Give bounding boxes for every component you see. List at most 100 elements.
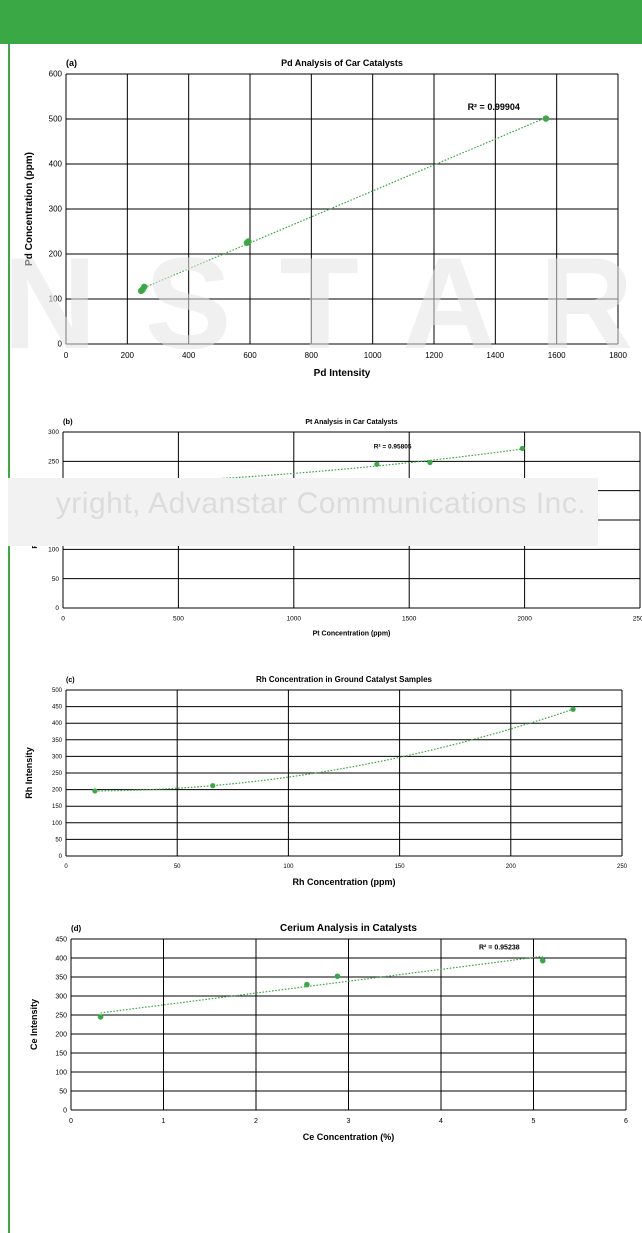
chart-rh-concentration: (c) Rh Concentration in Ground Catalyst S… xyxy=(24,675,628,887)
x-tick-label: 1400 xyxy=(486,351,504,360)
data-point xyxy=(210,783,216,789)
x-axis-label: Ce Concentration (%) xyxy=(303,1132,395,1142)
chart-pd-analysis: (a) Pd Analysis of Car Catalysts 0 200 400 60… xyxy=(24,58,627,379)
data-point xyxy=(334,973,341,980)
x-tick-label: 1 xyxy=(162,1118,166,1125)
panel-label: (d) xyxy=(71,924,82,933)
x-tick-label: 0 xyxy=(61,616,65,623)
x-tick-label: 1000 xyxy=(287,616,302,623)
data-point xyxy=(374,461,380,467)
y-tick-label: 400 xyxy=(49,160,63,169)
y-tick-label: 250 xyxy=(48,459,59,466)
x-axis-label: Pt Concentration (ppm) xyxy=(313,631,391,638)
data-point xyxy=(141,283,148,291)
y-tick-label: 0 xyxy=(59,854,63,860)
y-axis-label: Pd Concentration (ppm) xyxy=(24,152,35,266)
y-tick-label: 0 xyxy=(63,1107,67,1114)
x-tick-label: 4 xyxy=(439,1118,443,1125)
y-tick-label: 500 xyxy=(49,115,63,124)
chart-cerium-analysis: (d) Cerium Analysis in Catalysts 0 1 2 3 4 5 6 0 5… xyxy=(29,923,628,1142)
y-tick-label: 300 xyxy=(55,993,67,1000)
y-axis-label: Ce Intensity xyxy=(29,999,39,1050)
y-tick-label: 300 xyxy=(48,429,59,436)
y-tick-label: 150 xyxy=(52,804,63,810)
x-tick-label: 1000 xyxy=(364,351,382,360)
data-point xyxy=(519,445,525,452)
x-tick-label: 2 xyxy=(254,1118,258,1125)
y-tick-label: 100 xyxy=(52,821,63,827)
x-axis-label: Rh Concentration (ppm) xyxy=(293,877,396,887)
x-tick-label: 2000 xyxy=(517,616,532,623)
y-axis-label: Rh Intensity xyxy=(24,747,34,799)
data-point xyxy=(427,459,433,466)
x-tick-label: 6 xyxy=(624,1118,628,1125)
x-tick-label: 400 xyxy=(182,351,196,360)
y-tick-label: 450 xyxy=(52,705,63,711)
x-tick-label: 100 xyxy=(283,864,294,870)
y-tick-label: 250 xyxy=(52,771,63,777)
x-tick-label: 3 xyxy=(347,1118,351,1125)
panel-label: (c) xyxy=(66,677,75,684)
y-tick-label: 200 xyxy=(52,788,63,794)
x-tick-label: 200 xyxy=(506,864,517,870)
y-tick-label: 350 xyxy=(52,738,63,744)
trendline xyxy=(100,955,543,1014)
x-tick-label: 0 xyxy=(64,351,69,360)
x-tick-label: 50 xyxy=(174,864,181,870)
chart-title: Rh Concentration in Ground Catalyst Samp… xyxy=(256,675,433,684)
y-tick-label: 450 xyxy=(55,936,67,943)
r-squared-annotation: R² = 0.95805 xyxy=(374,443,412,450)
x-tick-label: 800 xyxy=(305,351,319,360)
header-bar xyxy=(0,0,642,44)
y-tick-label: 500 xyxy=(52,688,63,694)
y-tick-label: 100 xyxy=(49,295,63,304)
y-tick-label: 0 xyxy=(55,605,59,612)
x-tick-label: 0 xyxy=(64,864,68,870)
trendline xyxy=(140,117,547,290)
data-point xyxy=(97,1014,104,1020)
y-tick-label: 600 xyxy=(49,70,63,79)
x-tick-label: 500 xyxy=(173,616,184,623)
r-squared-annotation: R² = 0.99904 xyxy=(468,102,520,112)
data-point xyxy=(245,238,252,245)
y-tick-label: 150 xyxy=(55,1050,67,1057)
x-tick-label: 150 xyxy=(395,864,406,870)
trendline xyxy=(94,708,574,792)
left-accent-rule xyxy=(8,44,10,1233)
x-tick-label: 250 xyxy=(617,864,628,870)
chart-title: Pd Analysis of Car Catalysts xyxy=(281,58,403,68)
chart-title: Pt Analysis in Car Catalysts xyxy=(305,419,397,426)
data-point xyxy=(570,706,576,712)
panel-label: (b) xyxy=(63,417,73,426)
trendline xyxy=(162,448,523,483)
y-tick-label: 200 xyxy=(55,1031,67,1038)
x-tick-label: 1800 xyxy=(609,351,627,360)
y-tick-label: 350 xyxy=(55,974,67,981)
panel-label: (a) xyxy=(66,58,77,68)
y-tick-label: 200 xyxy=(49,250,63,259)
y-tick-label: 100 xyxy=(48,547,59,554)
r-squared-annotation: R² = 0.95238 xyxy=(479,945,520,952)
x-axis-label: Pd Intensity xyxy=(314,368,371,379)
y-tick-label: 0 xyxy=(58,340,63,349)
x-tick-label: 5 xyxy=(532,1118,536,1125)
y-tick-label: 300 xyxy=(49,205,63,214)
y-tick-label: 400 xyxy=(52,721,63,727)
x-tick-label: 1500 xyxy=(402,616,417,623)
y-tick-label: 50 xyxy=(55,837,62,843)
copyright-band xyxy=(8,478,598,546)
x-tick-label: 1200 xyxy=(425,351,443,360)
chart-title: Cerium Analysis in Catalysts xyxy=(280,923,417,934)
x-tick-label: 200 xyxy=(121,351,135,360)
y-tick-label: 400 xyxy=(55,955,67,962)
y-tick-label: 50 xyxy=(59,1088,67,1095)
data-point xyxy=(92,788,98,794)
data-point xyxy=(539,957,546,964)
data-point xyxy=(542,115,550,122)
y-tick-label: 300 xyxy=(52,754,63,760)
copyright-watermark: yright, Advanstar Communications Inc. xyxy=(55,487,587,520)
y-tick-label: 250 xyxy=(55,1012,67,1019)
x-tick-label: 0 xyxy=(69,1118,73,1125)
y-tick-label: 100 xyxy=(55,1069,67,1076)
